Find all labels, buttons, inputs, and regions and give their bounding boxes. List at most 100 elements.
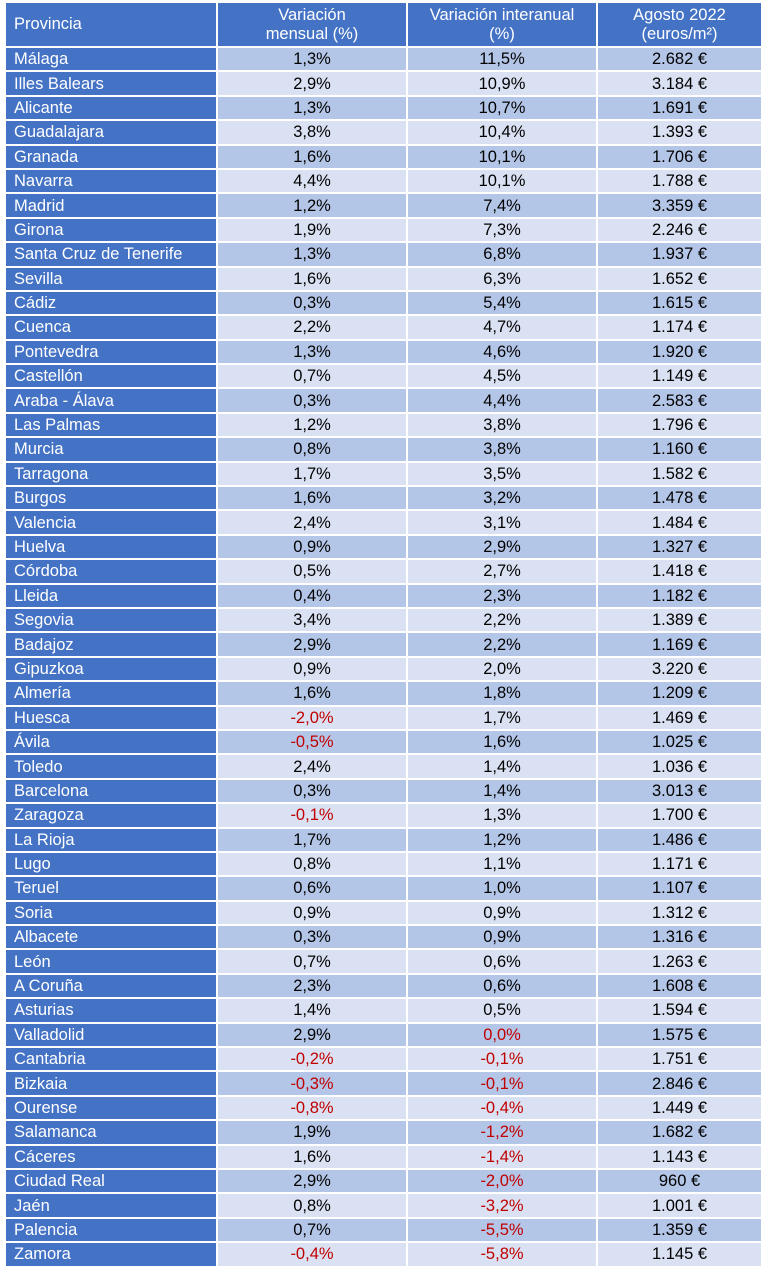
variacion-mensual-cell: 0,6% xyxy=(217,876,408,902)
provincia-cell: Granada xyxy=(6,144,218,170)
table-row: Albacete 0,3% 0,9% 1.316 € xyxy=(6,925,763,951)
provincia-cell: Ourense xyxy=(6,1095,218,1122)
variacion-mensual-cell: 0,7% xyxy=(217,1217,408,1244)
provincia-cell: Soria xyxy=(6,900,218,927)
variacion-mensual-cell: 0,8% xyxy=(217,1193,408,1219)
precio-cell: 2.682 € xyxy=(597,47,763,73)
header-row: Provincia Variación mensual (%) Variació… xyxy=(6,3,763,48)
variacion-mensual-cell: 0,7% xyxy=(217,949,408,975)
table-row: Jaén 0,8% -3,2% 1.001 € xyxy=(6,1193,763,1219)
variacion-mensual-cell: -0,1% xyxy=(217,803,408,829)
precio-cell: 1.575 € xyxy=(597,1022,763,1049)
precio-cell: 1.796 € xyxy=(597,412,763,439)
provincia-cell: Teruel xyxy=(6,876,218,902)
variacion-interanual-cell: 10,7% xyxy=(407,95,598,122)
provincia-cell: Córdoba xyxy=(6,559,218,585)
variacion-interanual-cell: 7,4% xyxy=(407,193,598,219)
variacion-interanual-cell: 1,4% xyxy=(407,778,598,805)
precio-cell: 1.107 € xyxy=(597,876,763,902)
variacion-mensual-cell: 1,6% xyxy=(217,486,408,512)
table-row: Las Palmas 1,2% 3,8% 1.796 € xyxy=(6,412,763,439)
provincia-cell: Cáceres xyxy=(6,1144,218,1170)
provincia-cell: Illes Balears xyxy=(6,71,218,97)
precio-cell: 1.263 € xyxy=(597,949,763,975)
precio-cell: 1.327 € xyxy=(597,534,763,561)
variacion-mensual-cell: 0,7% xyxy=(217,364,408,390)
precio-cell: 3.220 € xyxy=(597,656,763,683)
price-table: Provincia Variación mensual (%) Variació… xyxy=(6,3,763,1268)
variacion-mensual-cell: 4,4% xyxy=(217,168,408,195)
variacion-interanual-cell: 4,4% xyxy=(407,388,598,414)
precio-cell: 1.036 € xyxy=(597,754,763,780)
variacion-interanual-cell: 2,7% xyxy=(407,559,598,585)
table-row: Araba - Álava 0,3% 4,4% 2.583 € xyxy=(6,388,763,414)
variacion-mensual-cell: 2,4% xyxy=(217,754,408,780)
variacion-mensual-cell: 2,4% xyxy=(217,510,408,536)
variacion-interanual-cell: 1,1% xyxy=(407,851,598,878)
variacion-interanual-cell: 0,9% xyxy=(407,925,598,951)
precio-cell: 1.393 € xyxy=(597,120,763,146)
price-table-container: Provincia Variación mensual (%) Variació… xyxy=(6,3,763,1268)
table-row: Soria 0,9% 0,9% 1.312 € xyxy=(6,900,763,927)
table-row: Zamora -0,4% -5,8% 1.145 € xyxy=(6,1242,763,1268)
variacion-interanual-cell: 1,6% xyxy=(407,729,598,756)
table-body: Málaga 1,3% 11,5% 2.682 € Illes Balears 2,9% 1… xyxy=(6,47,763,1268)
variacion-mensual-cell: 3,8% xyxy=(217,120,408,146)
provincia-cell: Sevilla xyxy=(6,266,218,292)
precio-cell: 1.691 € xyxy=(597,95,763,122)
variacion-interanual-cell: 3,2% xyxy=(407,486,598,512)
variacion-mensual-cell: 1,6% xyxy=(217,266,408,292)
table-row: Asturias 1,4% 0,5% 1.594 € xyxy=(6,998,763,1024)
precio-cell: 1.145 € xyxy=(597,1242,763,1268)
table-row: Toledo 2,4% 1,4% 1.036 € xyxy=(6,754,763,780)
precio-cell: 1.209 € xyxy=(597,681,763,707)
table-row: Madrid 1,2% 7,4% 3.359 € xyxy=(6,193,763,219)
variacion-mensual-cell: -2,0% xyxy=(217,705,408,731)
provincia-cell: Las Palmas xyxy=(6,412,218,439)
variacion-mensual-cell: 1,6% xyxy=(217,1144,408,1170)
variacion-interanual-cell: 5,4% xyxy=(407,290,598,317)
variacion-mensual-cell: 1,7% xyxy=(217,461,408,488)
table-row: Navarra 4,4% 10,1% 1.788 € xyxy=(6,168,763,195)
table-row: Cantabria -0,2% -0,1% 1.751 € xyxy=(6,1047,763,1073)
precio-cell: 1.418 € xyxy=(597,559,763,585)
variacion-interanual-cell: 2,2% xyxy=(407,632,598,658)
variacion-interanual-cell: 6,3% xyxy=(407,266,598,292)
variacion-mensual-cell: 1,9% xyxy=(217,217,408,244)
provincia-cell: Asturias xyxy=(6,998,218,1024)
provincia-cell: Zaragoza xyxy=(6,803,218,829)
provincia-cell: Almería xyxy=(6,681,218,707)
table-row: León 0,7% 0,6% 1.263 € xyxy=(6,949,763,975)
table-row: Ourense -0,8% -0,4% 1.449 € xyxy=(6,1095,763,1122)
variacion-interanual-cell: 0,5% xyxy=(407,998,598,1024)
variacion-mensual-cell: 1,3% xyxy=(217,95,408,122)
precio-cell: 1.001 € xyxy=(597,1193,763,1219)
precio-cell: 1.469 € xyxy=(597,705,763,731)
table-row: Huesca -2,0% 1,7% 1.469 € xyxy=(6,705,763,731)
variacion-mensual-cell: 0,8% xyxy=(217,851,408,878)
variacion-mensual-cell: 2,9% xyxy=(217,1168,408,1195)
variacion-mensual-cell: -0,4% xyxy=(217,1242,408,1268)
variacion-interanual-cell: -3,2% xyxy=(407,1193,598,1219)
variacion-mensual-cell: 0,9% xyxy=(217,900,408,927)
variacion-interanual-cell: 10,1% xyxy=(407,168,598,195)
table-row: Valladolid 2,9% 0,0% 1.575 € xyxy=(6,1022,763,1049)
provincia-cell: Segovia xyxy=(6,607,218,634)
table-row: Murcia 0,8% 3,8% 1.160 € xyxy=(6,437,763,463)
precio-cell: 1.478 € xyxy=(597,486,763,512)
table-row: Sevilla 1,6% 6,3% 1.652 € xyxy=(6,266,763,292)
provincia-cell: Araba - Álava xyxy=(6,388,218,414)
precio-cell: 1.149 € xyxy=(597,364,763,390)
table-row: Ciudad Real 2,9% -2,0% 960 € xyxy=(6,1168,763,1195)
variacion-interanual-cell: 0,6% xyxy=(407,973,598,1000)
variacion-interanual-cell: -5,8% xyxy=(407,1242,598,1268)
variacion-interanual-cell: 1,2% xyxy=(407,827,598,853)
variacion-mensual-cell: 3,4% xyxy=(217,607,408,634)
table-row: Almería 1,6% 1,8% 1.209 € xyxy=(6,681,763,707)
provincia-cell: Cuenca xyxy=(6,315,218,341)
header-variacion-interanual-line1: Variación interanual xyxy=(429,5,575,24)
variacion-mensual-cell: 2,9% xyxy=(217,632,408,658)
precio-cell: 1.700 € xyxy=(597,803,763,829)
header-variacion-interanual-line2: (%) xyxy=(489,24,515,43)
precio-cell: 1.449 € xyxy=(597,1095,763,1122)
